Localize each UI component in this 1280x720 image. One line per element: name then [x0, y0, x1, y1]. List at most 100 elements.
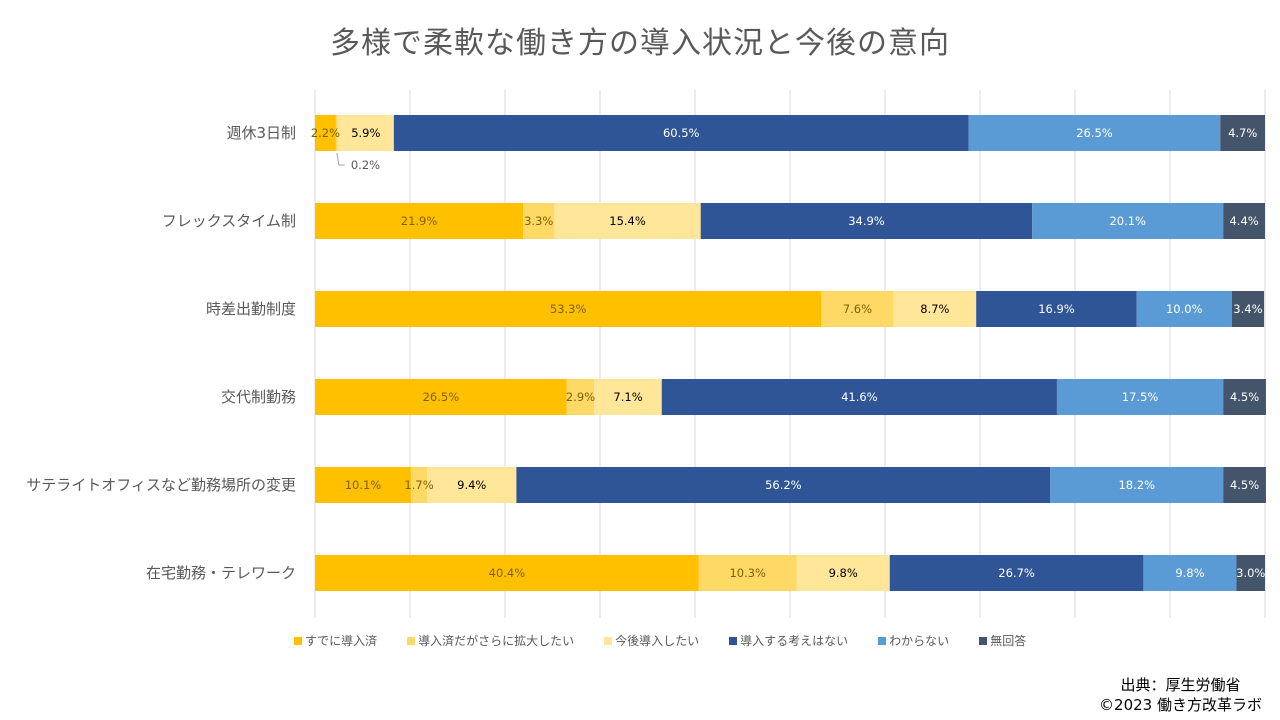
legend-item: 今後導入したい: [604, 632, 699, 649]
data-label: 56.2%: [765, 478, 802, 492]
category-label: フレックスタイム制: [162, 212, 296, 230]
data-label: 9.8%: [1175, 566, 1204, 580]
bar-segment: [968, 115, 1221, 151]
legend-swatch: [979, 636, 988, 645]
legend-swatch: [294, 636, 302, 645]
source-note: 出典：厚生労働省 ©2023 働き方改革ラボ: [1099, 675, 1262, 715]
bar-segment: [893, 291, 977, 327]
data-label: 40.4%: [489, 566, 526, 580]
bar-segment: [554, 203, 701, 239]
data-label: 3.3%: [524, 214, 553, 228]
data-label: 3.0%: [1236, 566, 1265, 580]
legend-item: すでに導入済: [294, 632, 377, 649]
legend-swatch: [604, 636, 613, 645]
legend-swatch: [729, 636, 738, 645]
bar-segment: [566, 379, 595, 415]
data-label: 4.5%: [1230, 390, 1259, 404]
data-label: 26.5%: [423, 390, 460, 404]
legend-label: 無回答: [990, 634, 1027, 648]
bar-segment: [523, 203, 555, 239]
bars: [315, 115, 1266, 591]
callout-line: [336, 152, 345, 166]
data-label: 4.4%: [1229, 214, 1258, 228]
legend-label: すでに導入済: [305, 634, 378, 648]
bar-segment: [315, 379, 567, 415]
data-label: 10.3%: [729, 566, 766, 580]
bar-segment: [796, 555, 890, 591]
bar-segment: [315, 555, 699, 591]
chart-title: 多様で柔軟な働き方の導入状況と今後の意向: [330, 26, 950, 61]
value-labels: 2.2% 0.2% 5.9% 60.5% 26.5% 4.7% 21.9% 3.3% 15.4%…: [311, 126, 1266, 580]
bar-segment: [315, 291, 822, 327]
source-line-2: ©2023 働き方改革ラボ: [1099, 696, 1262, 714]
data-label: 5.9%: [351, 126, 380, 140]
category-label: 週休3日制: [226, 124, 296, 142]
data-label: 16.9%: [1038, 302, 1075, 316]
data-label: 26.7%: [998, 566, 1035, 580]
data-label: 4.7%: [1228, 126, 1257, 140]
bar-segment: [1056, 379, 1224, 415]
gridlines: [314, 90, 1266, 618]
data-label: 20.1%: [1109, 214, 1146, 228]
bar-segment: [1220, 115, 1265, 151]
bar-segment: [315, 203, 524, 239]
bar-segment: [1136, 291, 1232, 327]
legend-item: 無回答: [979, 632, 1026, 649]
data-label: 10.0%: [1166, 302, 1203, 316]
source-line-1: 出典：厚生労働省: [1120, 676, 1241, 694]
data-label: 26.5%: [1076, 126, 1113, 140]
data-label: 9.8%: [829, 566, 858, 580]
category-label: 時差出勤制度: [206, 300, 296, 318]
category-label: 在宅勤務・テレワーク: [146, 564, 296, 582]
data-label: 9.4%: [457, 478, 486, 492]
data-label: 0.2%: [351, 158, 380, 172]
bar-segment: [661, 379, 1057, 415]
data-label: 17.5%: [1122, 390, 1159, 404]
data-label: 7.1%: [613, 390, 642, 404]
bar-segment: [315, 467, 411, 503]
bar-segment: [976, 291, 1137, 327]
bar-segment: [821, 291, 894, 327]
bar-segment: [393, 115, 969, 151]
bar-segment: [1223, 379, 1266, 415]
data-label: 34.9%: [848, 214, 885, 228]
legend-item: わからない: [878, 632, 949, 649]
data-label: 1.7%: [404, 478, 433, 492]
legend-item: 導入する考えはない: [729, 632, 848, 649]
bar-segment: [427, 467, 517, 503]
legend-swatch: [878, 636, 887, 645]
data-label: 2.9%: [566, 390, 595, 404]
legend-label: 導入済だがさらに拡大したい: [418, 634, 575, 648]
bar-segment: [1223, 467, 1266, 503]
legend-item: 導入済だがさらに拡大したい: [407, 632, 574, 649]
data-label: 15.4%: [609, 214, 646, 228]
data-label: 41.6%: [841, 390, 878, 404]
data-label: 21.9%: [401, 214, 438, 228]
bar-segment: [1223, 203, 1265, 239]
legend-label: わからない: [889, 634, 950, 648]
bar-segment: [410, 467, 428, 503]
legend: すでに導入済 導入済だがさらに拡大したい 今後導入したい 導入する考えはない わからない…: [294, 632, 1026, 649]
data-label: 2.2%: [311, 126, 340, 140]
category-label: 交代制勤務: [221, 388, 296, 406]
bar-segment: [516, 467, 1051, 503]
bar-segment: [1143, 555, 1237, 591]
category-label: サテライトオフィスなど勤務場所の変更: [26, 476, 296, 494]
bar-segment: [1032, 203, 1224, 239]
bar-segment: [700, 203, 1033, 239]
data-label: 8.7%: [920, 302, 949, 316]
bar-segment: [1050, 467, 1224, 503]
bar-segment: [337, 115, 394, 151]
bar-segment: [1231, 291, 1265, 327]
legend-label: 導入する考えはない: [740, 634, 849, 648]
bar-segment: [594, 379, 662, 415]
legend-label: 今後導入したい: [615, 634, 700, 648]
bar-segment: [1236, 555, 1265, 591]
data-label: 10.1%: [345, 478, 382, 492]
data-label: 3.4%: [1233, 302, 1262, 316]
data-label: 18.2%: [1118, 478, 1155, 492]
data-label: 7.6%: [843, 302, 872, 316]
bar-segment: [335, 115, 338, 151]
data-label: 4.5%: [1230, 478, 1259, 492]
